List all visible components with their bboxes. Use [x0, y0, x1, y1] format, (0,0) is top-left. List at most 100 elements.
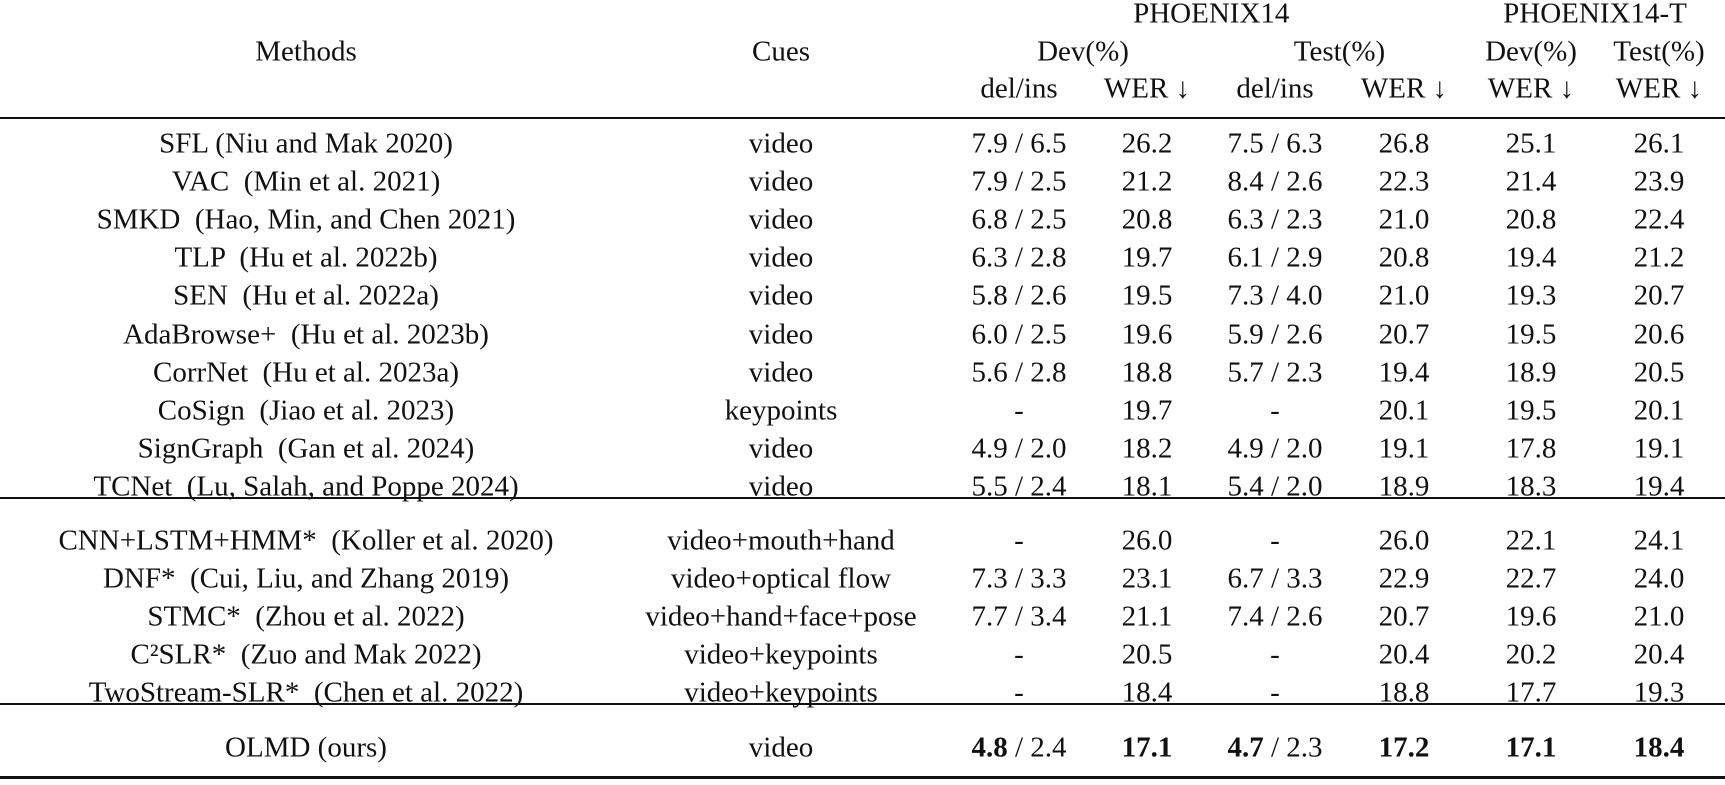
- value: 19.5: [1505, 318, 1557, 350]
- value: 5.8 / 2.6: [971, 279, 1067, 312]
- value: 21.2: [1633, 241, 1685, 274]
- value: 19.6: [1121, 318, 1173, 350]
- value: 18.9: [1505, 356, 1557, 389]
- value: 20.2: [1505, 638, 1557, 671]
- value: 26.8: [1378, 127, 1430, 160]
- header-metric: WER ↓: [1103, 72, 1191, 105]
- header-dataset: PHOENIX14: [1133, 0, 1290, 30]
- cues: video+hand+face+pose: [645, 600, 917, 633]
- value: 18.4: [1634, 731, 1685, 764]
- header-metric: WER ↓: [1615, 72, 1703, 105]
- header-dataset: PHOENIX14-T: [1503, 0, 1687, 30]
- value: 20.6: [1633, 318, 1685, 350]
- value: 7.9 / 2.5: [971, 165, 1067, 198]
- value: 20.5: [1121, 638, 1173, 671]
- rule: [0, 775, 1725, 779]
- value: 6.7 / 3.3: [1227, 562, 1323, 595]
- value: 23.9: [1633, 165, 1685, 198]
- method: SignGraph (Gan et al. 2024): [137, 432, 475, 465]
- cues: video: [748, 432, 814, 465]
- value: 20.8: [1378, 241, 1430, 274]
- value: 26.1: [1633, 127, 1685, 160]
- cell-part: 17.2: [1378, 731, 1430, 763]
- value: 22.7: [1505, 562, 1557, 595]
- value: 4.9 / 2.0: [1227, 432, 1323, 465]
- value: 19.4: [1378, 356, 1430, 389]
- cell-part: 18.4: [1633, 731, 1685, 763]
- value: 19.4: [1505, 241, 1557, 274]
- cues: video: [748, 318, 814, 350]
- header-metric: WER ↓: [1487, 72, 1575, 105]
- rule: [0, 117, 1725, 119]
- method: C²SLR* (Zuo and Mak 2022): [130, 638, 482, 671]
- value: 19.6: [1505, 600, 1557, 633]
- value: 19.1: [1378, 432, 1430, 465]
- value: 21.0: [1633, 600, 1685, 633]
- method: AdaBrowse+ (Hu et al. 2023b): [123, 318, 489, 350]
- value: 17.2: [1379, 731, 1430, 764]
- method: CNN+LSTM+HMM* (Koller et al. 2020): [58, 524, 554, 557]
- value: 4.9 / 2.0: [971, 432, 1067, 465]
- value: 20.4: [1633, 638, 1685, 671]
- cues: video: [748, 165, 814, 198]
- value: 22.1: [1505, 524, 1557, 557]
- value: 5.9 / 2.6: [1227, 318, 1323, 350]
- header-cues: Cues: [752, 35, 810, 68]
- value: 6.8 / 2.5: [971, 203, 1067, 236]
- cues: video: [748, 731, 814, 763]
- value: 20.7: [1378, 318, 1430, 350]
- header-metric: del/ins: [980, 72, 1058, 105]
- value: 17.8: [1505, 432, 1557, 465]
- value: 7.3 / 4.0: [1227, 279, 1323, 312]
- header-split: Test(%): [1293, 35, 1386, 68]
- value: 22.4: [1633, 203, 1685, 236]
- value: -: [1014, 394, 1024, 427]
- cues: video: [748, 127, 814, 160]
- value: 20.5: [1633, 356, 1685, 389]
- value: 7.4 / 2.6: [1227, 600, 1323, 633]
- value: 24.1: [1633, 524, 1685, 557]
- value: 21.1: [1121, 600, 1173, 633]
- value: -: [1270, 524, 1280, 557]
- value: 7.5 / 6.3: [1227, 127, 1323, 160]
- value: 19.5: [1121, 279, 1173, 312]
- value: 6.0 / 2.5: [971, 318, 1067, 350]
- value: 20.7: [1378, 600, 1430, 633]
- value: 19.3: [1505, 279, 1557, 312]
- cell-part: 17.1: [1121, 731, 1173, 763]
- cues: video: [748, 356, 814, 389]
- value: -: [1270, 394, 1280, 427]
- value: 21.4: [1505, 165, 1557, 198]
- value: 6.3 / 2.3: [1227, 203, 1323, 236]
- cues: video+optical flow: [670, 562, 892, 595]
- value: -: [1270, 638, 1280, 671]
- value: 4.8 / 2.4: [971, 731, 1066, 764]
- value: 20.4: [1378, 638, 1430, 671]
- method: VAC (Min et al. 2021): [171, 165, 441, 198]
- value: 20.7: [1633, 279, 1685, 312]
- value: 23.1: [1121, 562, 1173, 595]
- method: OLMD (ours): [225, 731, 387, 763]
- value: 5.7 / 2.3: [1227, 356, 1323, 389]
- value: 19.7: [1121, 394, 1173, 427]
- value: 19.7: [1121, 241, 1173, 274]
- method: STMC* (Zhou et al. 2022): [147, 600, 465, 633]
- cell-part: 17.1: [1505, 731, 1557, 763]
- value: 20.1: [1633, 394, 1685, 427]
- cell-part: / 2.4: [1014, 731, 1067, 763]
- value: 7.7 / 3.4: [971, 600, 1067, 633]
- value: 25.1: [1505, 127, 1557, 160]
- value: 19.1: [1633, 432, 1685, 465]
- header-split: Test(%): [1613, 35, 1705, 68]
- value: 20.1: [1378, 394, 1430, 427]
- value: 20.8: [1121, 203, 1173, 236]
- value: 21.0: [1378, 279, 1430, 312]
- value: -: [1014, 638, 1024, 671]
- value: 4.7 / 2.3: [1227, 731, 1322, 764]
- value: 24.0: [1633, 562, 1685, 595]
- cues: video+mouth+hand: [667, 524, 895, 557]
- value: 17.1: [1506, 731, 1557, 764]
- method: SFL (Niu and Mak 2020): [159, 127, 453, 160]
- value: 19.5: [1505, 394, 1557, 427]
